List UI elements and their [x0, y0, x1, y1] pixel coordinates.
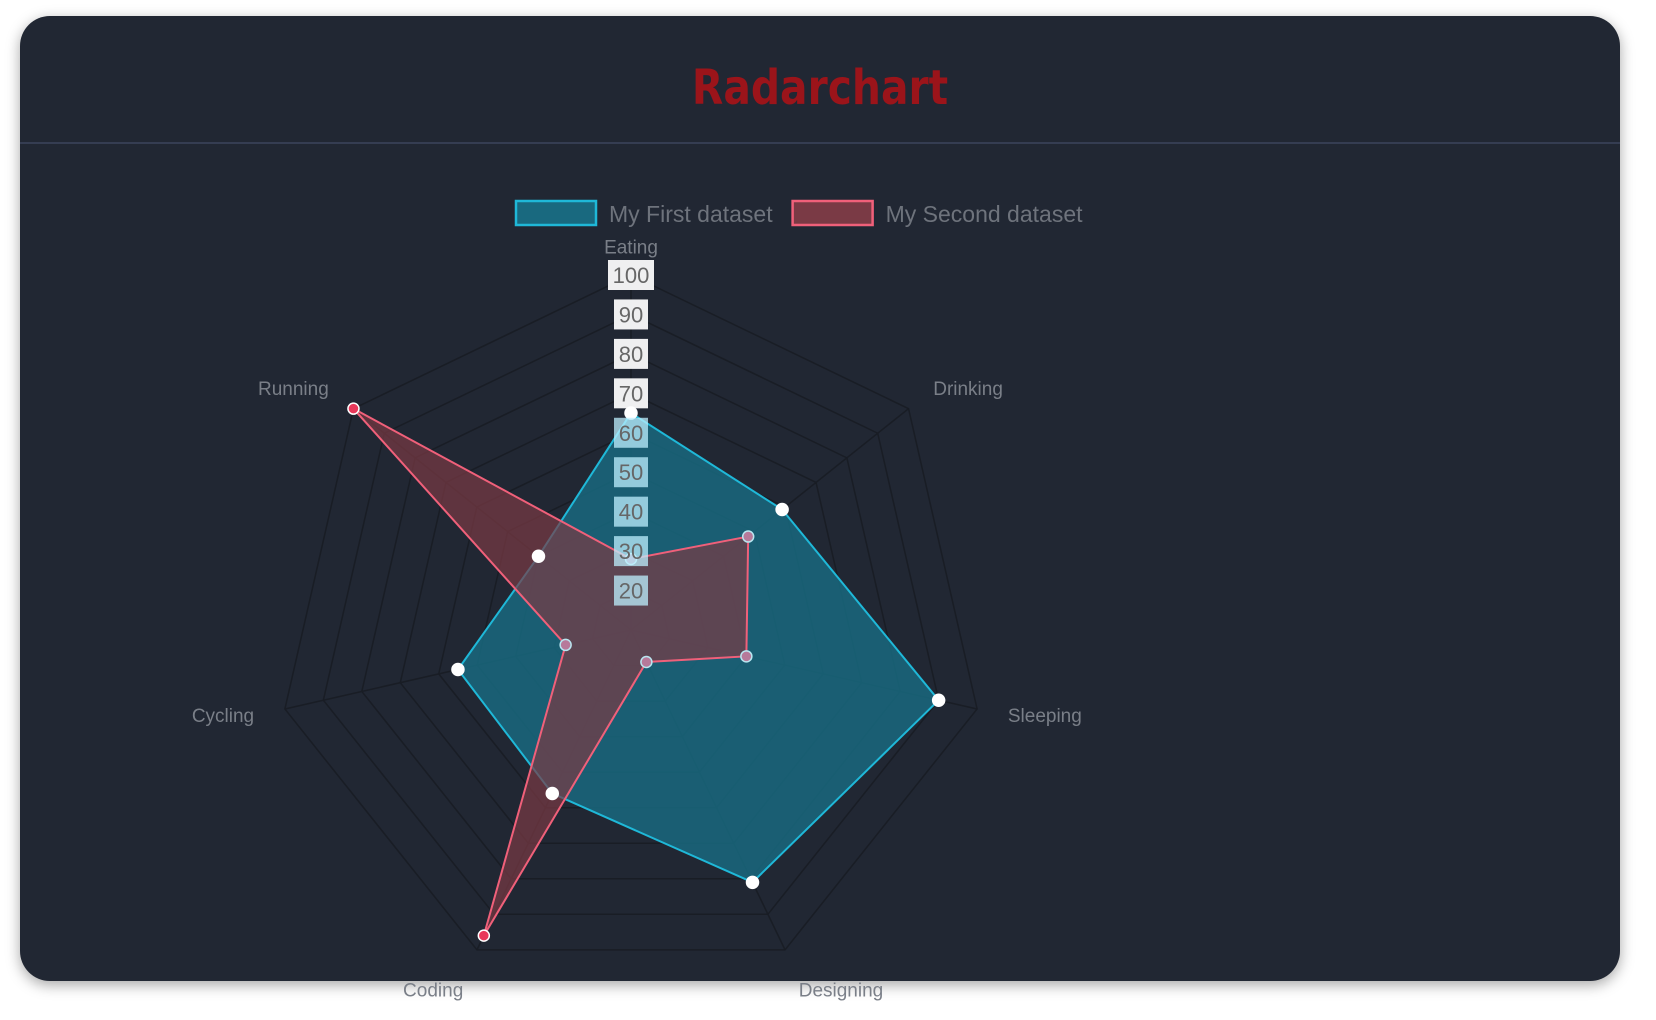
data-point[interactable] [545, 786, 560, 801]
grid-ring [322, 313, 940, 916]
data-point[interactable] [775, 502, 789, 517]
data-point[interactable] [559, 638, 572, 652]
tick-backdrop [608, 260, 654, 290]
tick-backdrop [614, 417, 648, 448]
tick-backdrop [614, 496, 648, 527]
data-point[interactable] [931, 693, 946, 707]
data-point[interactable] [741, 530, 755, 543]
tick-backdrop [614, 536, 648, 567]
point-label-running: Running [258, 379, 329, 400]
point-label-eating: Eating [604, 237, 658, 258]
legend-label-2[interactable]: My Second dataset [886, 201, 1084, 227]
tick-backdrop [614, 299, 648, 330]
legend-swatch-1[interactable] [514, 199, 598, 227]
tick-label: 80 [619, 342, 643, 367]
point-label-drinking: Drinking [933, 379, 1003, 400]
data-point[interactable] [624, 406, 638, 420]
tick-label: 70 [619, 381, 643, 406]
page-title: Radarchart [691, 60, 949, 116]
tick-label: 60 [619, 421, 643, 446]
tick-backdrop [614, 457, 648, 488]
point-label-designing: Designing [799, 980, 884, 1001]
data-point[interactable] [347, 402, 360, 415]
tick-backdrop [614, 338, 648, 369]
tick-label: 30 [619, 539, 643, 564]
grid-ring [399, 392, 863, 844]
legend-swatch-2[interactable] [791, 199, 874, 227]
point-label-cycling: Cycling [192, 706, 254, 727]
tick-label: 50 [619, 460, 643, 485]
data-point[interactable] [640, 655, 653, 669]
grid-ring [361, 353, 901, 880]
point-label-sleeping: Sleeping [1008, 706, 1082, 727]
divider [20, 142, 1620, 144]
legend-label-1[interactable]: My First dataset [609, 201, 773, 227]
point-label-coding: Coding [403, 980, 463, 1001]
tick-label: 20 [619, 579, 643, 604]
grid-ring [284, 274, 978, 951]
data-point[interactable] [740, 650, 753, 663]
data-point[interactable] [531, 549, 546, 563]
tick-label: 100 [613, 263, 650, 288]
tick-label: 90 [619, 302, 643, 327]
data-point[interactable] [745, 875, 760, 890]
tick-backdrop [614, 378, 648, 409]
data-point[interactable] [477, 929, 491, 942]
tick-backdrop [614, 575, 648, 606]
data-point[interactable] [451, 662, 465, 677]
dataset-area-2 [352, 407, 750, 937]
tick-label: 40 [619, 500, 643, 525]
